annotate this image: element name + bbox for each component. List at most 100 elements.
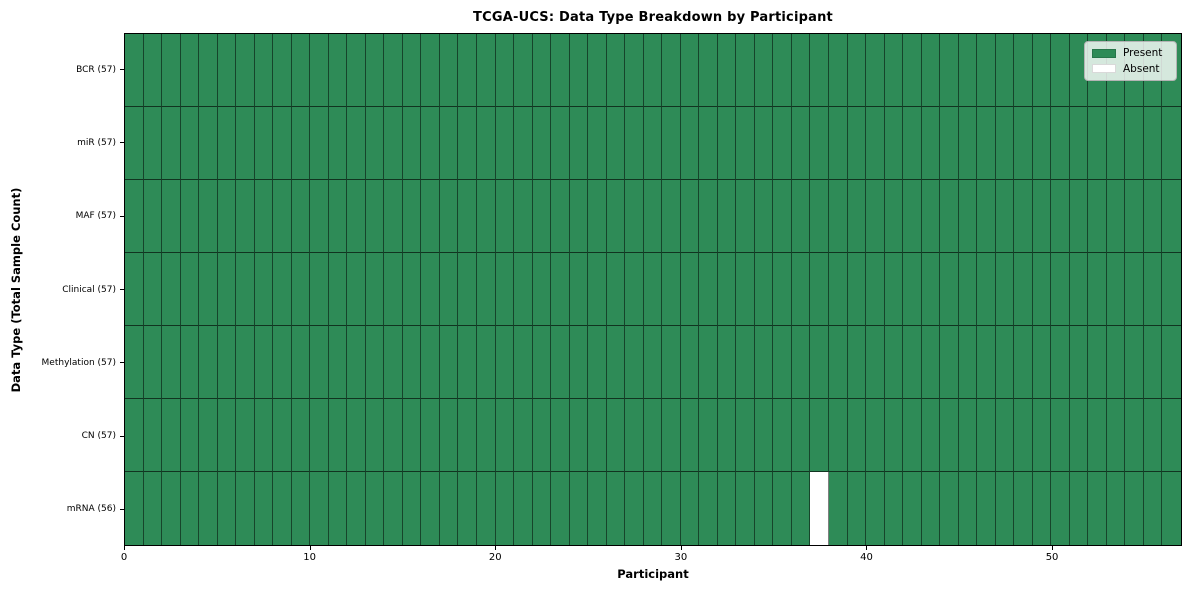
- heatmap-cell: [199, 34, 218, 107]
- heatmap-cell: [773, 107, 792, 180]
- heatmap-cell: [347, 107, 366, 180]
- y-tick-mark: [120, 69, 124, 71]
- heatmap-cell: [328, 326, 348, 399]
- heatmap-cell: [1143, 326, 1163, 399]
- heatmap-cell: [439, 253, 459, 326]
- legend-label-absent: Absent: [1123, 62, 1160, 75]
- heatmap-cell: [310, 399, 329, 472]
- heatmap-cell: [736, 34, 755, 107]
- heatmap-cell: [921, 472, 941, 545]
- heatmap-cell: [180, 472, 200, 545]
- heatmap-cell: [606, 253, 626, 326]
- heatmap-cell: [699, 253, 718, 326]
- heatmap-cell: [791, 107, 811, 180]
- heatmap-cell: [977, 180, 996, 253]
- heatmap-cell: [921, 326, 941, 399]
- heatmap-cell: [476, 253, 496, 326]
- heatmap-cell: [514, 34, 533, 107]
- heatmap-cell: [1014, 399, 1033, 472]
- heatmap-cell: [606, 107, 626, 180]
- heatmap-cell: [643, 472, 663, 545]
- heatmap-cell: [514, 399, 533, 472]
- heatmap-cell: [328, 472, 348, 545]
- heatmap-cell: [791, 326, 811, 399]
- heatmap-cell: [402, 472, 422, 545]
- heatmap-cell: [236, 472, 255, 545]
- heatmap-cell: [254, 34, 274, 107]
- y-tick-label: mRNA (56): [66, 504, 116, 515]
- heatmap-cell: [625, 326, 644, 399]
- heatmap-cell: [736, 107, 755, 180]
- heatmap-cell: [958, 107, 978, 180]
- heatmap-cell: [162, 399, 181, 472]
- heatmap-cell: [310, 180, 329, 253]
- y-tick-label: Methylation (57): [41, 357, 116, 368]
- heatmap-cell: [958, 399, 978, 472]
- heatmap-cell: [402, 399, 422, 472]
- heatmap-cell: [588, 399, 607, 472]
- heatmap-cell: [514, 253, 533, 326]
- heatmap-cell: [662, 34, 681, 107]
- heatmap-cell: [1032, 34, 1052, 107]
- heatmap-cell: [458, 472, 477, 545]
- heatmap-cell: [921, 107, 941, 180]
- heatmap-cell: [180, 180, 200, 253]
- heatmap-cell: [736, 180, 755, 253]
- heatmap-cell: [828, 326, 848, 399]
- heatmap-cell: [569, 253, 589, 326]
- heatmap-cell: [180, 253, 200, 326]
- y-tick-label: CN (57): [81, 431, 116, 442]
- heatmap-cell: [588, 253, 607, 326]
- heatmap-cell: [828, 107, 848, 180]
- x-tick-label: 20: [488, 552, 502, 563]
- heatmap-cell: [551, 180, 570, 253]
- heatmap-cell: [940, 399, 959, 472]
- heatmap-cell: [439, 180, 459, 253]
- heatmap-cell: [402, 253, 422, 326]
- heatmap-cell: [532, 399, 552, 472]
- heatmap-cell: [384, 326, 403, 399]
- heatmap-cell: [866, 399, 885, 472]
- heatmap-cell: [588, 326, 607, 399]
- x-tick-mark: [124, 546, 125, 550]
- heatmap-cell: [680, 107, 700, 180]
- heatmap-cell: [680, 326, 700, 399]
- heatmap-cell: [754, 253, 774, 326]
- heatmap-cell: [1069, 180, 1089, 253]
- heatmap-cell: [1051, 472, 1070, 545]
- y-tick-label: MAF (57): [75, 211, 116, 222]
- heatmap-cell: [643, 107, 663, 180]
- heatmap-cell: [1106, 107, 1126, 180]
- x-tick-label: 10: [303, 552, 316, 563]
- heatmap-cell: [180, 326, 200, 399]
- heatmap-cell: [995, 180, 1015, 253]
- heatmap-cell: [347, 34, 366, 107]
- heatmap-cell: [217, 253, 237, 326]
- heatmap-cell: [625, 399, 644, 472]
- heatmap-cell: [310, 253, 329, 326]
- heatmap-cell: [977, 326, 996, 399]
- present-swatch-icon: [1092, 48, 1116, 58]
- heatmap-cell: [699, 180, 718, 253]
- heatmap-cell: [1069, 472, 1089, 545]
- heatmap-cell: [1162, 180, 1181, 253]
- heatmap-cell: [791, 399, 811, 472]
- heatmap-cell: [476, 107, 496, 180]
- heatmap-cell: [903, 472, 922, 545]
- heatmap-cell: [328, 180, 348, 253]
- heatmap-cell: [291, 107, 311, 180]
- heatmap-cell: [995, 253, 1015, 326]
- heatmap-cell: [717, 399, 737, 472]
- heatmap-cell: [143, 399, 163, 472]
- heatmap-cell: [995, 326, 1015, 399]
- y-tick-label: BCR (57): [76, 64, 116, 75]
- heatmap-cell: [866, 472, 885, 545]
- heatmap-cell: [236, 253, 255, 326]
- heatmap-cell: [125, 180, 144, 253]
- heatmap-cell: [921, 180, 941, 253]
- heatmap-cell: [1051, 253, 1070, 326]
- heatmap-cell: [866, 253, 885, 326]
- heatmap-cell: [1106, 326, 1126, 399]
- heatmap-cell: [328, 34, 348, 107]
